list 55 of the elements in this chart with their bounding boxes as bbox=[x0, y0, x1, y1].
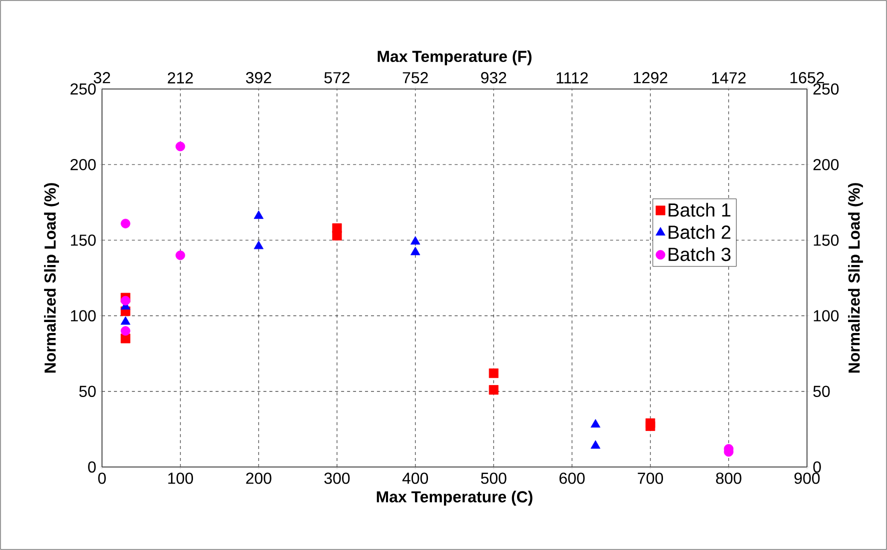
point bbox=[590, 419, 600, 428]
point bbox=[254, 210, 264, 219]
x-tick-label: 800 bbox=[716, 472, 742, 484]
x-tick-label: 300 bbox=[324, 472, 350, 484]
point bbox=[176, 142, 186, 152]
x2-tick-label: 1472 bbox=[712, 72, 746, 84]
y2-tick-label: 100 bbox=[814, 310, 839, 322]
x-tick-label: 0 bbox=[98, 472, 106, 484]
y2-axis-title: Normalized Slip Load (%) bbox=[848, 183, 863, 373]
point bbox=[332, 230, 342, 240]
point bbox=[176, 250, 186, 260]
x-tick-label: 100 bbox=[168, 472, 194, 484]
y2-tick-label: 250 bbox=[813, 83, 839, 95]
y2-tick-label: 200 bbox=[813, 158, 839, 170]
y2-tick-label: 50 bbox=[813, 386, 830, 398]
point bbox=[254, 240, 264, 250]
point bbox=[590, 440, 600, 449]
x-tick-label: 900 bbox=[794, 472, 820, 484]
point bbox=[120, 296, 130, 306]
y-tick-label: 0 bbox=[88, 461, 96, 473]
x-axis-title: Max Temperature (C) bbox=[376, 490, 532, 506]
y-tick-label: 50 bbox=[79, 386, 96, 398]
y2-tick-label: 0 bbox=[813, 461, 821, 473]
point bbox=[488, 385, 498, 395]
x2-tick-label: 572 bbox=[324, 72, 350, 84]
point bbox=[120, 326, 130, 336]
x2-tick-label: 1112 bbox=[556, 72, 588, 84]
x2-tick-label: 752 bbox=[402, 72, 428, 84]
x-tick-label: 500 bbox=[481, 472, 506, 484]
y-axis-title: Normalized Slip Load (%) bbox=[44, 183, 59, 373]
y-tick-label: 200 bbox=[70, 158, 96, 170]
x-tick-label: 200 bbox=[246, 472, 272, 484]
x2-tick-label: 1652 bbox=[790, 72, 824, 84]
point bbox=[410, 246, 420, 256]
y2-tick-label: 150 bbox=[814, 234, 839, 246]
point bbox=[488, 368, 498, 378]
point bbox=[410, 236, 420, 245]
x2-tick-label: 212 bbox=[168, 72, 193, 84]
legend-label: Batch 2 bbox=[668, 225, 730, 239]
legend-label: Batch 1 bbox=[668, 202, 730, 217]
x2-axis-title: Max Temperature (F) bbox=[378, 50, 532, 66]
x2-tick-label: 32 bbox=[94, 72, 110, 84]
y-tick-label: 150 bbox=[70, 234, 96, 246]
x2-tick-label: 392 bbox=[246, 72, 272, 84]
x-tick-label: 400 bbox=[402, 472, 428, 484]
y-tick-label: 100 bbox=[70, 310, 96, 322]
legend-label: Batch 3 bbox=[668, 247, 730, 262]
point bbox=[120, 316, 130, 325]
x2-tick-label: 932 bbox=[481, 72, 506, 84]
x-tick-label: 600 bbox=[560, 472, 585, 484]
x-tick-label: 700 bbox=[638, 472, 664, 484]
point bbox=[120, 218, 130, 228]
y-tick-label: 250 bbox=[70, 83, 96, 95]
point bbox=[646, 421, 656, 431]
x2-tick-label: 1292 bbox=[634, 72, 668, 84]
